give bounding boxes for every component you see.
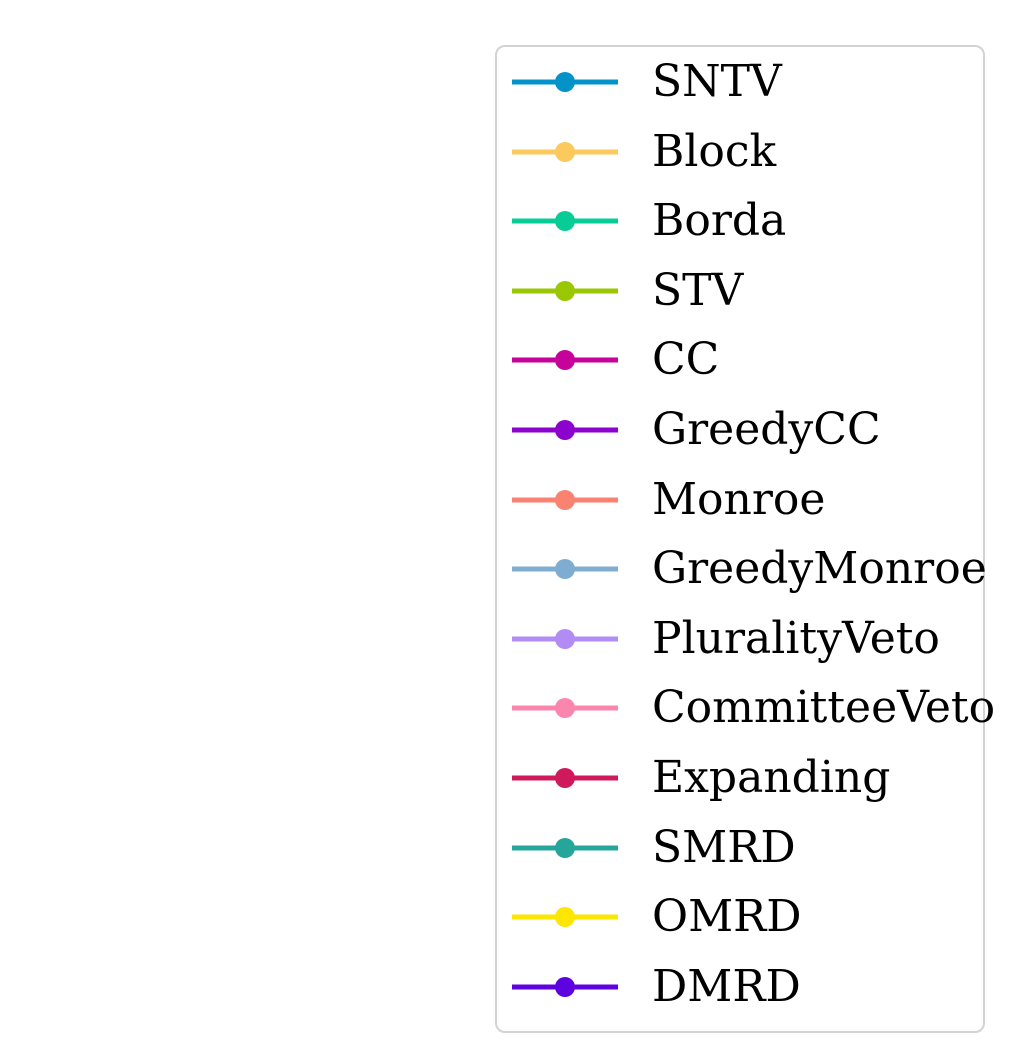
legend-marker bbox=[555, 628, 575, 649]
legend-line-marker-icon bbox=[512, 837, 618, 858]
legend-label: PluralityVeto bbox=[652, 612, 940, 664]
legend-marker bbox=[555, 698, 575, 719]
legend-line-marker-icon bbox=[512, 72, 618, 92]
legend-entry: Expanding bbox=[497, 748, 983, 808]
legend-line-marker-icon bbox=[512, 489, 618, 510]
legend-entry: STV bbox=[497, 261, 983, 321]
legend-label: STV bbox=[652, 264, 744, 316]
legend-line-marker-icon bbox=[512, 628, 618, 649]
legend-marker bbox=[555, 141, 575, 162]
legend-entry: DMRD bbox=[497, 957, 983, 1017]
legend-entry: GreedyMonroe bbox=[497, 539, 987, 599]
legend-entry: Borda bbox=[497, 191, 983, 251]
legend-line-marker-icon bbox=[512, 280, 618, 301]
legend-label: CC bbox=[652, 334, 720, 386]
legend-line-marker-icon bbox=[512, 420, 618, 440]
legend-line-marker-icon bbox=[512, 350, 618, 371]
legend-marker bbox=[555, 72, 575, 92]
legend-label: Block bbox=[652, 125, 777, 177]
legend-label: SMRD bbox=[652, 821, 796, 873]
legend-entry: CommitteeVeto bbox=[497, 678, 995, 738]
legend-line-marker-icon bbox=[512, 141, 618, 162]
legend-line-marker-icon bbox=[512, 559, 618, 580]
legend-marker bbox=[555, 768, 575, 788]
legend-marker bbox=[555, 907, 575, 928]
legend-marker bbox=[555, 211, 575, 232]
legend-marker bbox=[555, 559, 575, 580]
legend-label: DMRD bbox=[652, 960, 801, 1012]
legend-entry: OMRD bbox=[497, 887, 983, 947]
legend-label: GreedyMonroe bbox=[652, 543, 987, 595]
legend-entry: GreedyCC bbox=[497, 400, 983, 460]
legend-label: Borda bbox=[652, 195, 787, 247]
legend-label: Monroe bbox=[652, 473, 826, 525]
legend-marker bbox=[555, 976, 575, 997]
legend-label: Expanding bbox=[652, 752, 891, 803]
legend-marker bbox=[555, 350, 575, 371]
chart-legend: SNTV Block Borda STV CC GreedyCC Monroe GreedyM… bbox=[495, 45, 995, 1033]
legend-line-marker-icon bbox=[512, 907, 618, 928]
legend-line-marker-icon bbox=[512, 976, 618, 997]
legend-marker bbox=[555, 420, 575, 440]
legend-label: CommitteeVeto bbox=[652, 682, 996, 734]
legend-entry: SNTV bbox=[497, 52, 983, 112]
legend-marker bbox=[555, 489, 575, 510]
legend-label: SNTV bbox=[652, 56, 782, 107]
legend-entry: Monroe bbox=[497, 470, 983, 530]
legend-label: OMRD bbox=[652, 891, 802, 943]
legend-line-marker-icon bbox=[512, 768, 618, 788]
legend-marker bbox=[555, 837, 575, 858]
legend-entry: CC bbox=[497, 330, 983, 390]
legend-entry: Block bbox=[497, 122, 983, 182]
legend-label: GreedyCC bbox=[652, 404, 881, 455]
legend-marker bbox=[555, 280, 575, 301]
legend-entry: SMRD bbox=[497, 818, 983, 878]
legend-line-marker-icon bbox=[512, 211, 618, 232]
legend-entry: PluralityVeto bbox=[497, 609, 983, 669]
legend-line-marker-icon bbox=[512, 698, 618, 719]
